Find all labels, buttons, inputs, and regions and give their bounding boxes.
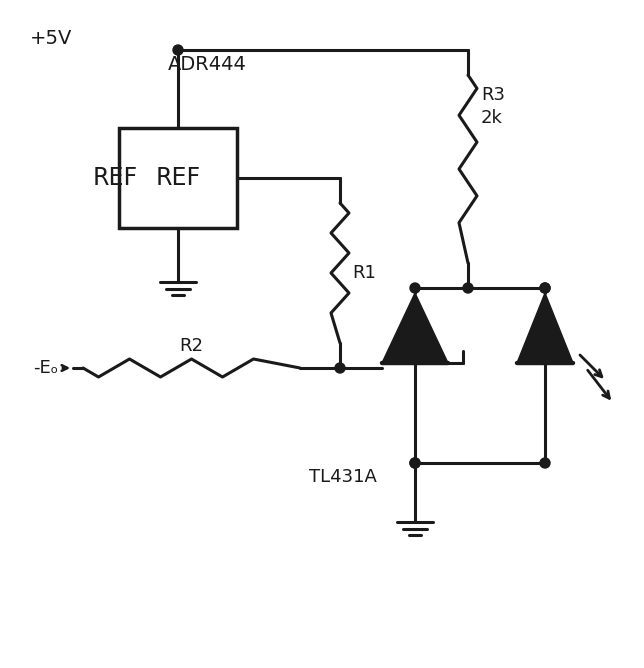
Text: -Eₒ: -Eₒ [33, 359, 58, 377]
Circle shape [173, 45, 183, 55]
Circle shape [540, 283, 550, 293]
Circle shape [410, 283, 420, 293]
Circle shape [410, 458, 420, 468]
Text: +5V: +5V [30, 29, 72, 48]
Text: ADR444: ADR444 [168, 55, 247, 74]
Circle shape [463, 283, 473, 293]
Text: R1: R1 [352, 264, 376, 282]
Bar [119, 128, 237, 228]
Circle shape [540, 283, 550, 293]
Bar [56, 128, 174, 228]
Text: REF: REF [93, 166, 138, 190]
Circle shape [540, 458, 550, 468]
Text: TL431A: TL431A [309, 468, 377, 486]
Circle shape [335, 363, 345, 373]
Text: 2k: 2k [481, 109, 503, 127]
Text: R2: R2 [180, 337, 204, 355]
Text: R3: R3 [481, 86, 505, 104]
Circle shape [410, 458, 420, 468]
Text: REF: REF [155, 166, 200, 190]
Polygon shape [382, 293, 448, 363]
Polygon shape [517, 293, 573, 363]
